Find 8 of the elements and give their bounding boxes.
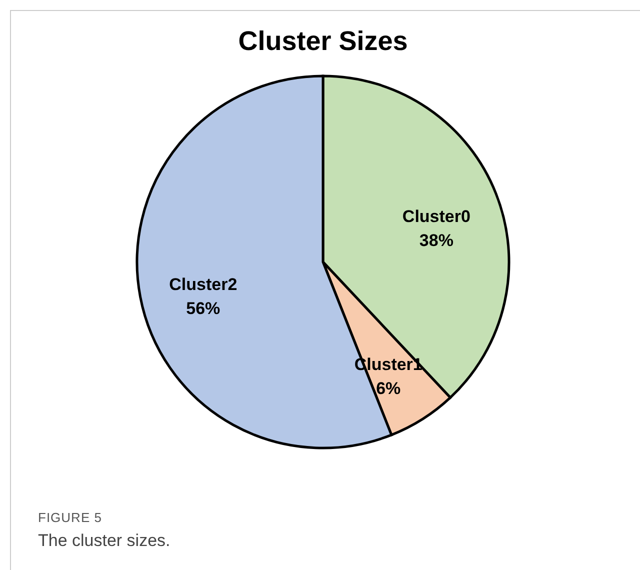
data-label: 56% [186,298,220,318]
text: The cluster sizes. [38,531,170,551]
data-label: 6% [376,379,401,398]
caption: FIGURE 5 [38,510,103,525]
slice-label: Cluster2 [169,274,238,294]
slice-label: Cluster0 [402,207,470,226]
data-label: 38% [419,231,454,250]
chart-title: Cluster Sizes [238,26,408,56]
